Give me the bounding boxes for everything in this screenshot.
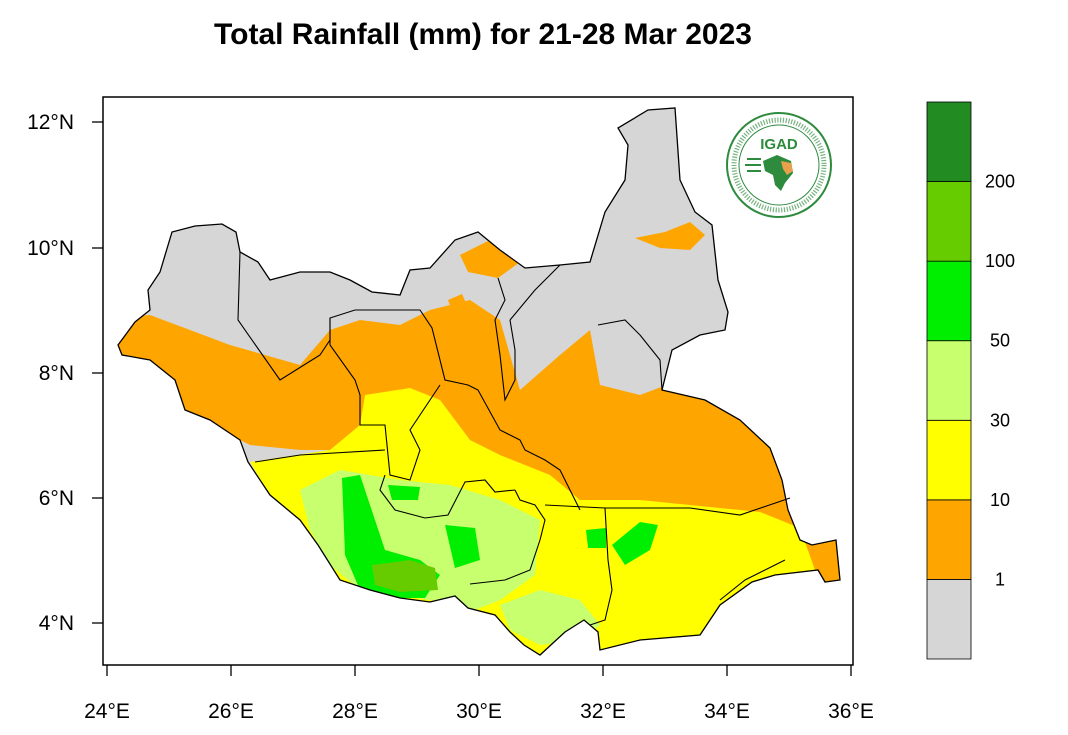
state-boundary [494,277,516,402]
lat-tick-label: 8°N [39,362,74,385]
logo-lines-icon [745,158,761,172]
state-boundary [254,449,386,463]
legend-colorbar: 1 10 30 50 100 200 [926,101,1015,660]
legend-break-label: 10 [990,490,1010,510]
state-boundary [719,559,786,601]
state-boundary [589,507,613,626]
igad-logo: IGAD [726,112,832,218]
state-boundary [379,474,516,519]
state-boundaries [237,251,791,626]
lon-tick-label: 36°E [828,700,874,723]
lon-tick-label: 26°E [208,700,254,723]
rain-zone-1-10-north-3 [448,294,470,322]
rain-zone-50-100-small2 [586,528,606,548]
lon-tick-label: 24°E [84,700,130,723]
lat-tick-label: 4°N [39,612,74,635]
legend-swatch [926,579,972,660]
legend-break-label: 200 [985,172,1015,192]
state-boundary [597,319,663,391]
rain-zone-1-10-north-1 [460,240,520,278]
state-boundary [509,264,561,321]
rain-zone-50-100-mid [445,525,480,568]
legend-break-label: 30 [990,410,1010,430]
legend-break-label: 100 [985,251,1015,271]
lon-tick-label: 32°E [580,700,626,723]
legend-swatch [926,181,972,262]
legend-swatch [926,101,972,182]
logo-highlight-icon [781,161,793,175]
legend-swatch [926,340,972,421]
legend-break-label: 50 [990,331,1010,351]
latitude-axis: 12°N 10°N 8°N 6°N 4°N [27,111,103,635]
legend-swatch [926,419,972,501]
lon-tick-label: 34°E [704,700,750,723]
legend-swatch [926,260,972,342]
state-boundary [237,251,581,511]
lon-tick-label: 30°E [456,700,502,723]
lat-tick-label: 6°N [39,487,74,510]
state-boundary [469,489,546,585]
state-boundary [329,318,441,481]
legend-swatch [926,499,972,580]
rain-zone-1-10-north-2 [635,222,705,250]
rain-zone-100-200 [372,560,438,592]
rain-zone-50-100-east [612,522,658,565]
logo-text: IGAD [760,136,798,153]
rain-zone-50-100-small [388,485,420,500]
lon-tick-label: 28°E [332,700,378,723]
lat-tick-label: 10°N [27,237,74,260]
page-title: Total Rainfall (mm) for 21-28 Mar 2023 [214,18,752,51]
longitude-axis: 24°E 26°E 28°E 30°E 32°E 34°E 36°E [84,665,874,723]
lat-tick-label: 12°N [27,111,74,134]
state-boundary [544,497,791,516]
legend-break-label: 1 [995,569,1005,589]
